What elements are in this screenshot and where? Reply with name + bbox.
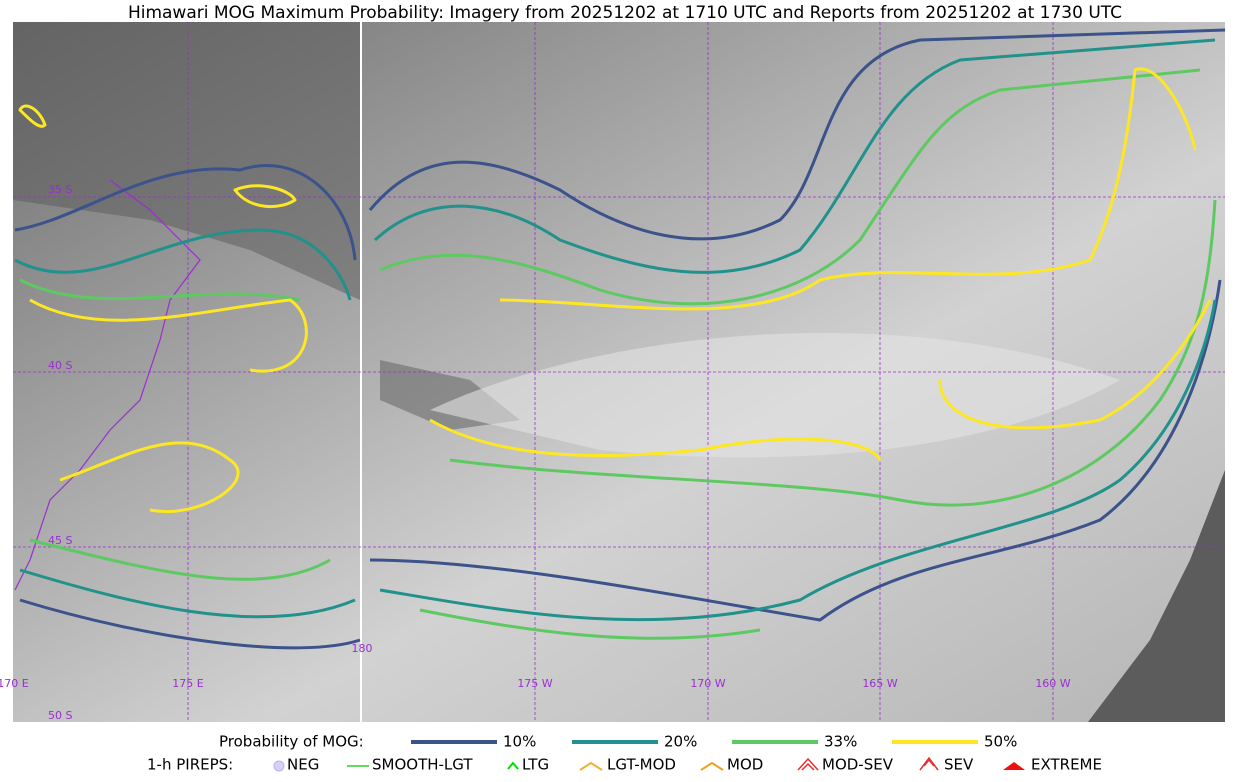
contours (14, 28, 1226, 650)
pirep-label: EXTREME (1031, 756, 1102, 774)
legend-label: 20% (664, 733, 697, 751)
contour (14, 38, 1217, 622)
lon-label: 170 E (0, 677, 29, 690)
legend-title: Probability of MOG: (219, 733, 364, 751)
pirep-label: NEG (287, 756, 319, 774)
lon-label: 175 E (172, 677, 203, 690)
pirep-label: LGT-MOD (607, 756, 676, 774)
pirep-title: 1-h PIREPS: (147, 756, 233, 774)
lon-label: 165 W (862, 677, 897, 690)
contour (18, 67, 1212, 513)
pirep-icon (1003, 762, 1025, 770)
legend-label: 10% (503, 733, 536, 751)
pirep-label: MOD-SEV (822, 756, 894, 774)
grid-lines (13, 22, 1225, 722)
legend-label: 50% (984, 733, 1017, 751)
map-title: Himawari MOG Maximum Probability: Imager… (128, 3, 1122, 23)
contour (14, 28, 1226, 650)
pirep-label: LTG (522, 756, 549, 774)
map-area: 35 S 40 S 45 S 50 S 170 E 175 E 180 175 … (0, 22, 1226, 722)
lon-label: 170 W (690, 677, 725, 690)
lat-label: 50 S (48, 709, 72, 722)
legend: Probability of MOG: 10% 20% 33% 50% 1-h … (147, 733, 1102, 774)
lat-label: 45 S (48, 534, 72, 547)
contour (19, 68, 1217, 640)
pirep-label: MOD (727, 756, 763, 774)
pirep-label: SMOOTH-LGT (372, 756, 473, 774)
pirep-icon (919, 756, 939, 771)
lat-label: 35 S (48, 183, 72, 196)
lat-label: 40 S (48, 359, 72, 372)
bright-cloud (430, 332, 1120, 458)
legend-label: 33% (824, 733, 857, 751)
pirep-label: SEV (944, 756, 974, 774)
pirep-icon (700, 761, 724, 771)
pirep-icon (797, 757, 819, 771)
pirep-icon (273, 760, 285, 772)
lon-label: 180 (352, 642, 373, 655)
pirep-icon (507, 761, 519, 770)
no-data-region (1088, 470, 1225, 722)
coastline (14, 179, 201, 591)
lon-label: 160 W (1035, 677, 1070, 690)
lon-label: 175 W (517, 677, 552, 690)
pirep-icon (579, 761, 603, 771)
